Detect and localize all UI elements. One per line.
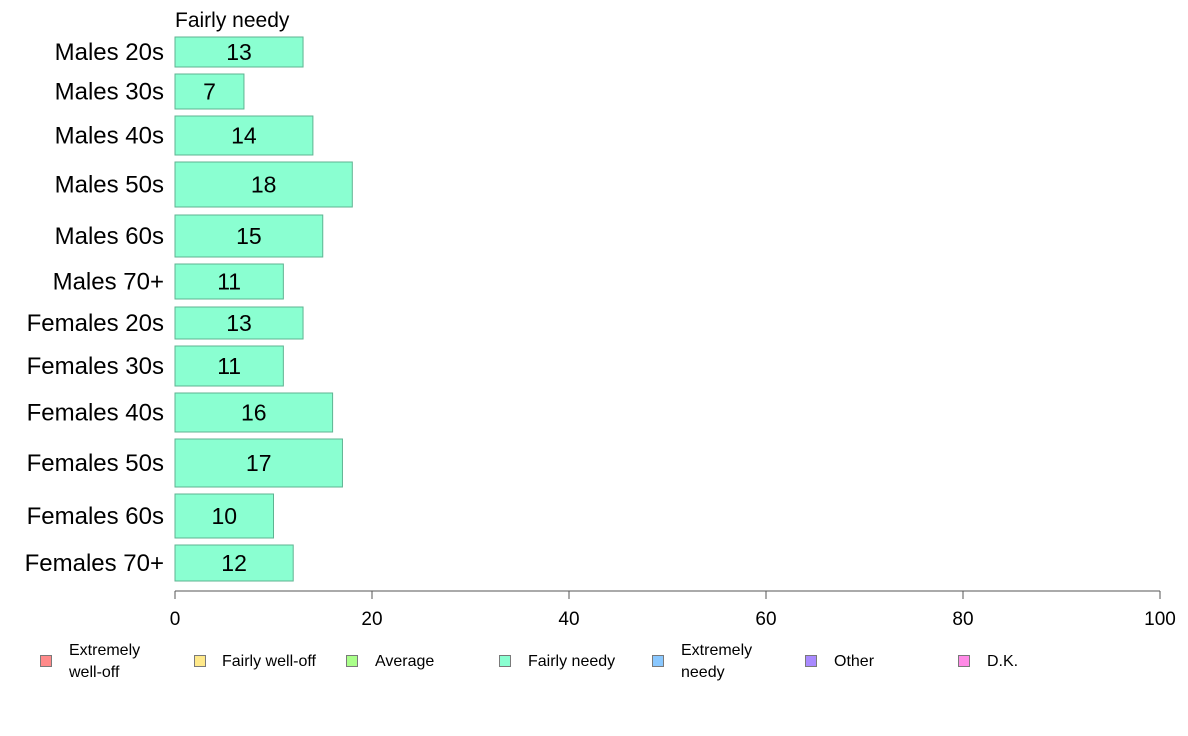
category-label: Females 30s: [27, 353, 164, 380]
bar-value-label: 11: [217, 353, 241, 379]
legend-label: Extremely well-off: [69, 642, 141, 681]
bar-value-label: 13: [226, 310, 252, 336]
bar-value-label: 15: [236, 223, 262, 249]
bar: [174, 392, 334, 433]
bar: [174, 161, 353, 208]
legend-swatch: [805, 655, 817, 667]
x-tick-label: 20: [361, 609, 382, 630]
bar: [174, 214, 324, 258]
bar-value-label: 7: [203, 79, 216, 105]
category-label: Males 20s: [55, 39, 164, 66]
bar-value-label: 10: [211, 503, 237, 529]
bar-value-label: 12: [221, 550, 247, 576]
category-label: Males 50s: [55, 172, 164, 199]
legend-label: Fairly needy: [528, 653, 616, 670]
bars-group: Males 20s 13 Males 30s 7 Males 40s 14 Males 50…: [25, 36, 353, 582]
legend-label: Average: [375, 653, 435, 670]
bar: [174, 36, 304, 68]
category-label: Males 40s: [55, 123, 164, 150]
bar: [174, 306, 304, 340]
bar: [174, 544, 294, 582]
legend-label: D.K.: [987, 653, 1019, 670]
x-tick-label: 60: [755, 609, 776, 630]
x-tick-label: 40: [558, 609, 579, 630]
category-label: Females 50s: [27, 450, 164, 477]
bar-value-label: 14: [231, 123, 257, 149]
category-label: Females 60s: [27, 503, 164, 530]
legend-label: Extremely needy: [681, 642, 753, 681]
bar-value-label: 16: [241, 400, 267, 426]
legend-swatch: [958, 655, 970, 667]
bar: [174, 493, 274, 539]
bar: [174, 115, 314, 156]
x-tick-label: 100: [1144, 609, 1176, 630]
category-label: Females 70+: [25, 550, 164, 577]
bar: [174, 345, 284, 387]
legend-label: Fairly well-off: [222, 653, 316, 670]
category-label: Males 30s: [55, 79, 164, 106]
chart-title: Fairly needy: [175, 9, 290, 32]
bar: [174, 438, 343, 488]
x-axis: 0 20 40 60 80 100: [170, 590, 1176, 630]
category-label: Males 70+: [53, 269, 164, 296]
legend-swatch: [194, 655, 206, 667]
bar-value-label: 13: [226, 39, 252, 65]
bar: [174, 73, 245, 110]
bar-value-label: 11: [217, 269, 241, 295]
legend-swatch: [346, 655, 358, 667]
category-label: Females 40s: [27, 400, 164, 427]
bar-value-label: 17: [246, 450, 272, 476]
legend-swatch: [652, 655, 664, 667]
bar-value-label: 18: [251, 172, 277, 198]
category-label: Females 20s: [27, 310, 164, 337]
x-tick-label: 80: [952, 609, 973, 630]
bar: [174, 263, 284, 300]
legend-swatch: [40, 655, 52, 667]
legend-label: Other: [834, 653, 875, 670]
category-label: Males 60s: [55, 223, 164, 250]
x-tick-label: 0: [170, 609, 181, 630]
legend-swatch: [499, 655, 511, 667]
